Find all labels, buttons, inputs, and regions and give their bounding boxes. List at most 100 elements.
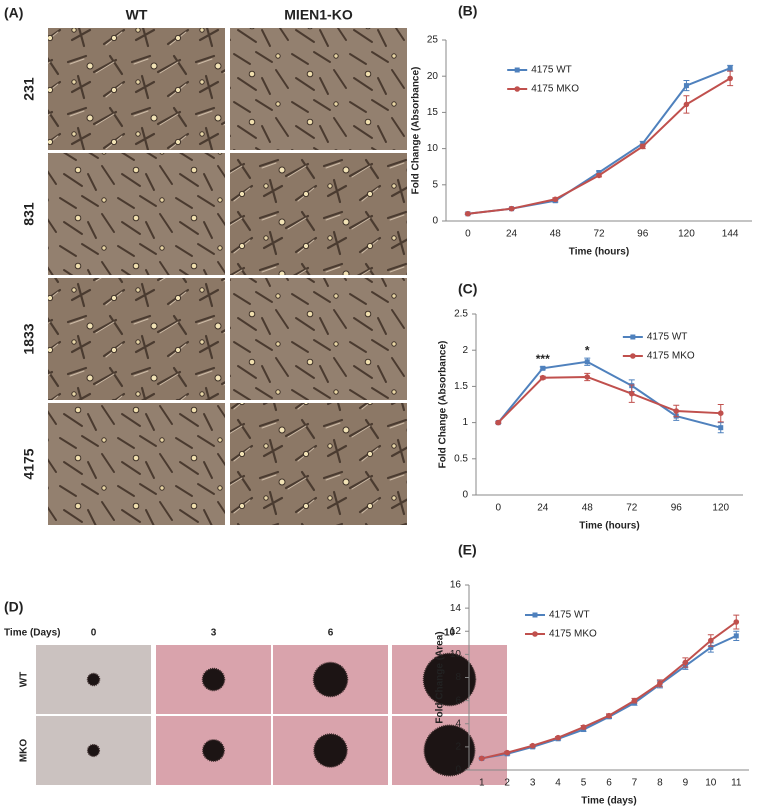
y-axis-title: Fold Change (Area) bbox=[435, 631, 446, 723]
y-tick-label: 25 bbox=[427, 35, 439, 46]
micrograph bbox=[48, 28, 225, 150]
legend-label: 4175 WT bbox=[531, 65, 572, 76]
annotation: * bbox=[585, 343, 590, 357]
x-tick-label: 48 bbox=[550, 229, 562, 240]
y-tick-label: 0 bbox=[462, 490, 468, 501]
x-tick-label: 72 bbox=[626, 503, 638, 514]
panel-label: (C) bbox=[458, 281, 477, 297]
point bbox=[683, 83, 689, 89]
series-line bbox=[467, 67, 731, 215]
spheroid bbox=[423, 724, 476, 777]
series-line bbox=[481, 621, 737, 760]
point bbox=[708, 644, 714, 650]
x-tick-label: 7 bbox=[632, 778, 638, 789]
x-axis-title: Time (hours) bbox=[569, 247, 629, 258]
micrograph bbox=[48, 278, 225, 400]
legend-marker bbox=[532, 631, 538, 637]
legend-label: 4175 WT bbox=[549, 610, 590, 621]
y-tick-label: 12 bbox=[450, 626, 462, 637]
point bbox=[628, 390, 635, 397]
y-tick-label: 1 bbox=[462, 417, 468, 428]
column-label: 0 bbox=[91, 628, 97, 639]
legend-label: 4175 MKO bbox=[549, 629, 597, 640]
x-tick-label: 24 bbox=[537, 503, 549, 514]
y-tick-label: 10 bbox=[450, 649, 462, 660]
panel-label: (D) bbox=[4, 599, 23, 615]
spheroid bbox=[86, 743, 101, 758]
point bbox=[639, 143, 646, 150]
point bbox=[529, 742, 536, 749]
row-label: WT bbox=[19, 672, 30, 688]
x-axis-title: Time (hours) bbox=[579, 521, 639, 532]
point bbox=[733, 633, 739, 639]
column-label: 6 bbox=[328, 628, 334, 639]
y-tick-label: 10 bbox=[427, 143, 439, 154]
point bbox=[539, 374, 546, 381]
panel-label: (E) bbox=[458, 542, 477, 558]
micrograph bbox=[48, 403, 225, 525]
y-tick-label: 5 bbox=[432, 179, 438, 190]
y-tick-label: 0 bbox=[455, 765, 461, 776]
x-tick-label: 96 bbox=[671, 503, 683, 514]
x-tick-label: 1 bbox=[479, 778, 485, 789]
point bbox=[727, 75, 733, 82]
series-line bbox=[497, 360, 722, 429]
panel-label: (B) bbox=[458, 3, 477, 19]
point bbox=[657, 680, 663, 687]
legend-marker bbox=[630, 334, 636, 340]
y-tick-label: 4 bbox=[455, 718, 461, 729]
y-axis-title: Fold Change (Absorbance) bbox=[411, 67, 422, 195]
legend-marker bbox=[514, 86, 520, 92]
y-tick-label: 15 bbox=[427, 107, 439, 118]
spheroid bbox=[201, 667, 226, 692]
series-line bbox=[497, 375, 721, 424]
y-tick-label: 6 bbox=[455, 695, 461, 706]
point bbox=[540, 365, 546, 371]
y-tick-label: 2.5 bbox=[454, 309, 468, 320]
column-label: MIEN1-KO bbox=[284, 7, 353, 23]
x-tick-label: 144 bbox=[722, 229, 739, 240]
x-tick-label: 5 bbox=[581, 778, 587, 789]
point bbox=[733, 619, 740, 625]
point bbox=[478, 755, 485, 762]
point bbox=[682, 659, 689, 666]
x-tick-label: 8 bbox=[657, 778, 663, 789]
micrograph bbox=[230, 403, 407, 525]
legend-label: 4175 MKO bbox=[647, 351, 695, 362]
spheroid bbox=[422, 652, 477, 707]
x-tick-label: 24 bbox=[506, 229, 518, 240]
x-tick-label: 120 bbox=[712, 503, 729, 514]
point bbox=[683, 101, 690, 108]
x-tick-label: 72 bbox=[593, 229, 605, 240]
x-tick-label: 6 bbox=[606, 778, 612, 789]
row-label: 231 bbox=[21, 77, 37, 101]
x-tick-label: 4 bbox=[555, 778, 561, 789]
point bbox=[718, 425, 724, 431]
micrograph bbox=[230, 28, 407, 150]
micrograph bbox=[230, 278, 407, 400]
y-tick-label: 20 bbox=[427, 71, 439, 82]
x-tick-label: 96 bbox=[637, 229, 649, 240]
x-tick-label: 11 bbox=[731, 778, 742, 789]
y-tick-label: 1.5 bbox=[454, 381, 468, 392]
point bbox=[555, 734, 561, 741]
x-axis-title: Time (days) bbox=[581, 796, 636, 807]
x-tick-label: 120 bbox=[678, 229, 695, 240]
point bbox=[708, 637, 714, 644]
spheroid bbox=[313, 733, 348, 768]
point bbox=[504, 749, 510, 756]
micrograph bbox=[48, 153, 225, 275]
x-tick-label: 3 bbox=[530, 778, 536, 789]
y-tick-label: 0.5 bbox=[454, 453, 468, 464]
legend-marker bbox=[630, 353, 636, 359]
column-label: 10 bbox=[444, 628, 456, 639]
column-label: 3 bbox=[211, 628, 217, 639]
point bbox=[631, 697, 638, 704]
point bbox=[673, 408, 680, 414]
y-axis-title: Fold Change (Absorbance) bbox=[438, 341, 449, 469]
point bbox=[584, 359, 590, 365]
legend-marker bbox=[532, 612, 538, 618]
point bbox=[640, 141, 646, 147]
point bbox=[580, 724, 587, 731]
